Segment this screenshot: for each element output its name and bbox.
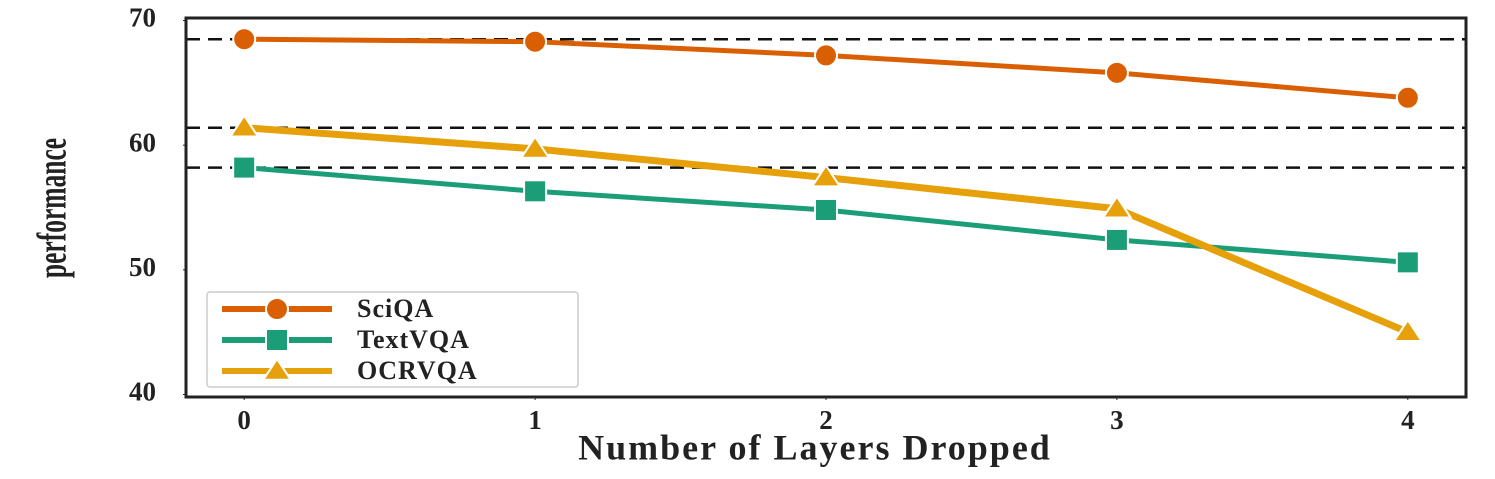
marker [1392,318,1424,342]
x-tick-label: 1 [528,405,542,435]
marker [814,43,838,68]
y-axis-label: performance [31,138,75,278]
y-tick-label: 60 [129,127,156,157]
legend-box [206,291,579,388]
marker [228,113,260,138]
marker [810,163,842,188]
x-tick-label: 4 [1401,405,1415,435]
marker [232,155,257,180]
legend-label: OCRVQA [357,356,478,385]
marker [1395,85,1420,110]
x-tick-label: 0 [237,405,251,435]
marker [232,27,257,52]
marker [523,179,548,204]
legend-label: SciQA [357,294,434,323]
legend-marker [265,328,289,352]
y-tick-label: 70 [129,3,156,33]
marker [1101,194,1133,219]
marker [1395,250,1420,275]
x-axis-label: Number of Layers Dropped [578,427,1052,467]
legend-marker [261,357,293,381]
marker [519,134,551,159]
y-tick-label: 40 [129,377,156,407]
marker [1104,227,1129,252]
legend-marker [265,297,289,321]
marker [1104,60,1129,85]
legend-label: TextVQA [357,325,470,354]
plot-frame [184,16,1468,399]
y-tick-label: 50 [129,252,156,282]
x-tick-label: 2 [819,405,833,435]
x-tick-label: 3 [1110,405,1124,435]
marker [814,197,838,222]
marker [523,29,548,54]
